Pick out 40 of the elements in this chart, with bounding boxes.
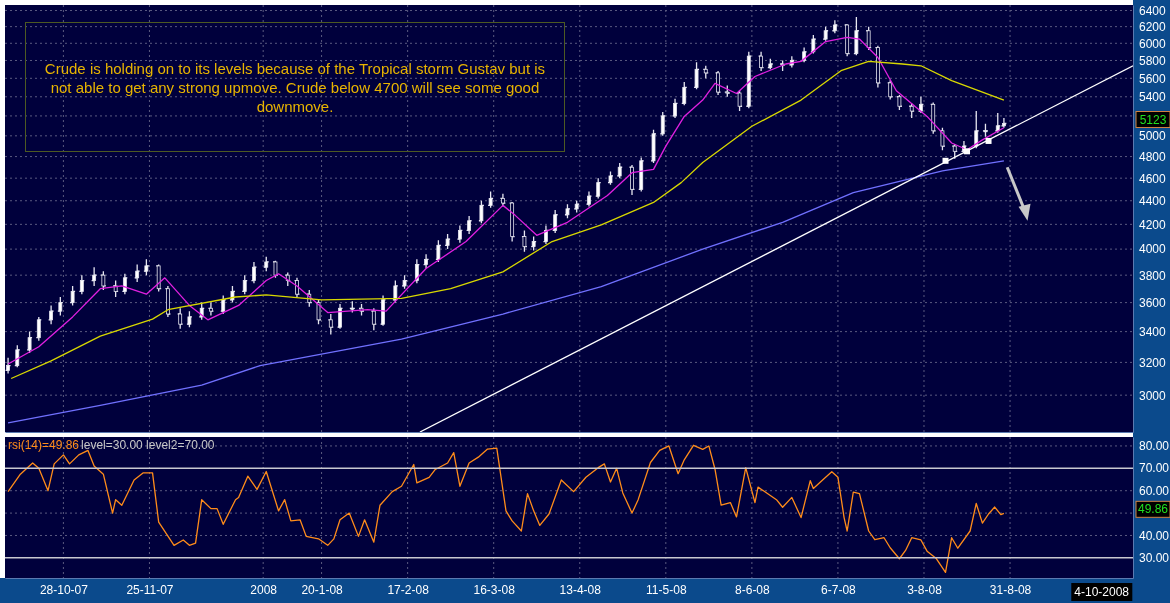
y-tick-label: 4600 bbox=[1139, 171, 1167, 186]
x-tick-label: 25-11-07 bbox=[126, 582, 174, 597]
y-tick-label: 4800 bbox=[1139, 149, 1167, 164]
x-tick-label: 13-4-08 bbox=[559, 582, 602, 597]
x-tick-label: 16-3-08 bbox=[473, 582, 516, 597]
y-tick-label: 3200 bbox=[1139, 355, 1167, 370]
chart-title: level=30.00 level2=70.00 bbox=[81, 438, 215, 452]
y-tick-label: 5800 bbox=[1139, 53, 1167, 68]
ref-line-label: 70.00 bbox=[1139, 461, 1170, 476]
x-tick-label: 11-5-08 bbox=[646, 582, 687, 597]
y-tick-label: 5000 bbox=[1139, 129, 1167, 144]
y-tick-label: 5600 bbox=[1139, 71, 1167, 86]
y-tick-label: 6400 bbox=[1139, 3, 1167, 18]
y-tick-label: 4400 bbox=[1139, 194, 1167, 209]
x-tick-label: 28-10-07 bbox=[39, 582, 89, 597]
series-label: rsi(14)=49.86 bbox=[8, 438, 80, 452]
annotation: Crude is holding on to its levels because of the Tropical storm Gustav but is not able to get any strong upmove. Crude below 4700 will see some good downmove. bbox=[25, 22, 565, 152]
y-tick-label: 4200 bbox=[1139, 217, 1167, 232]
y-tick-label: 80.00 bbox=[1139, 439, 1170, 454]
x-tick-label: 31-8-08 bbox=[989, 582, 1032, 597]
text: 5123 bbox=[1139, 112, 1167, 127]
ref-line-label: 30.00 bbox=[1139, 550, 1170, 565]
y-tick-label: 40.00 bbox=[1139, 528, 1170, 543]
x-tick-label: 6-7-08 bbox=[821, 582, 857, 597]
y-tick-label: 6000 bbox=[1139, 36, 1167, 51]
x-tick-label: 17-2-08 bbox=[387, 582, 430, 597]
x-tick-label: 3-8-08 bbox=[907, 582, 943, 597]
x-tick-label: 8-6-08 bbox=[735, 582, 771, 597]
x-tick-label: 2008 bbox=[250, 582, 278, 597]
text: 49.86 bbox=[1137, 502, 1169, 517]
y-tick-label: 4000 bbox=[1139, 242, 1167, 257]
y-tick-label: 3400 bbox=[1139, 324, 1167, 339]
y-tick-label: 3600 bbox=[1139, 295, 1167, 310]
y-tick-label: 60.00 bbox=[1139, 484, 1170, 499]
x-tick-label: 20-1-08 bbox=[301, 582, 344, 597]
y-tick-label: 5400 bbox=[1139, 90, 1167, 105]
y-tick-label: 6200 bbox=[1139, 19, 1167, 34]
y-tick-label: 3800 bbox=[1139, 268, 1167, 283]
text: 4-10-2008 bbox=[1074, 585, 1130, 599]
y-tick-label: 3000 bbox=[1139, 388, 1167, 403]
